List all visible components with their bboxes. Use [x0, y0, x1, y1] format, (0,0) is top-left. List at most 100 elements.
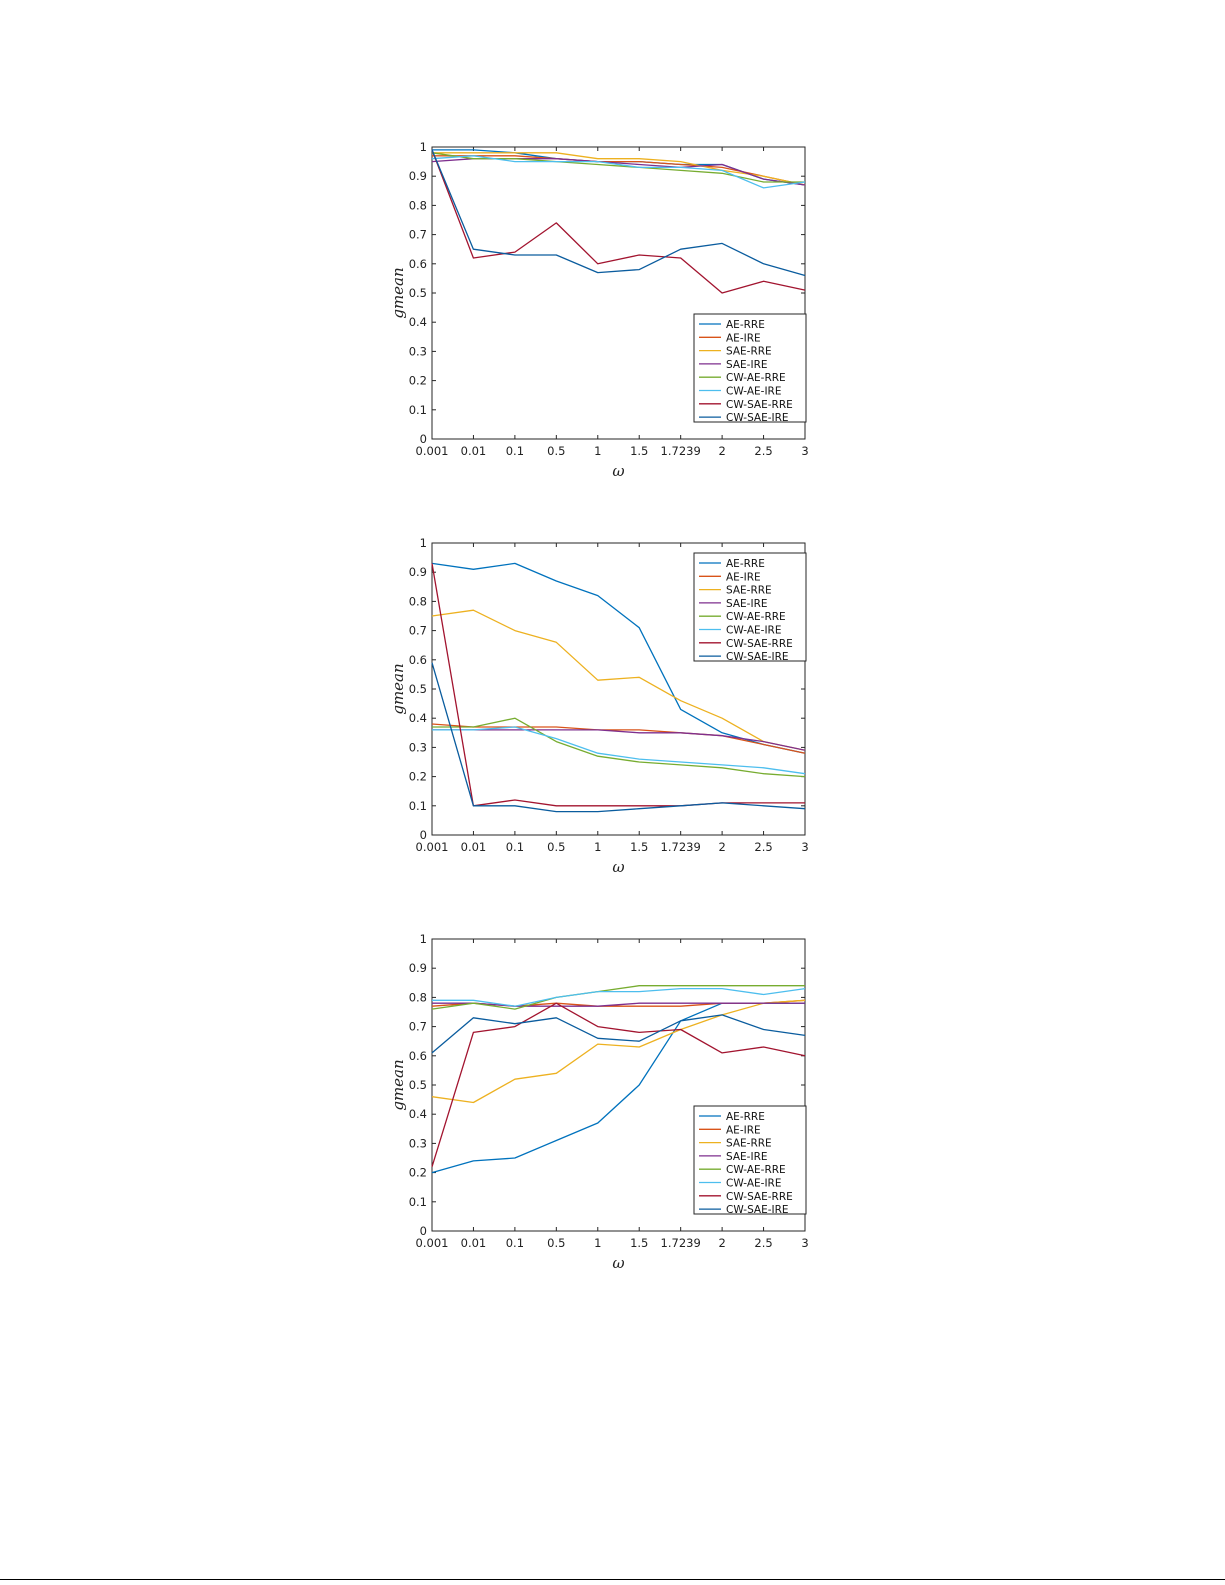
legend-label: SAE-RRE — [726, 585, 772, 597]
y-tick-label: 0.8 — [409, 990, 427, 1004]
y-tick-label: 0.7 — [409, 228, 427, 242]
y-axis-label: gmean — [389, 663, 407, 714]
y-tick-label: 0.2 — [409, 1166, 427, 1180]
legend-label: CW-AE-IRE — [726, 1178, 781, 1190]
page-footer-rule — [0, 1579, 1225, 1580]
x-tick-label: 3 — [801, 1236, 808, 1250]
series-line-cw-sae-rre — [431, 1002, 806, 1167]
x-tick-label: 0.01 — [461, 444, 487, 458]
y-tick-label: 0 — [420, 432, 427, 446]
y-tick-label: 0.5 — [409, 682, 427, 696]
legend-label: CW-SAE-IRE — [726, 651, 789, 663]
y-tick-label: 0.3 — [409, 740, 427, 754]
x-tick-label: 0.01 — [461, 840, 487, 854]
x-tick-label: 0.001 — [416, 444, 449, 458]
x-axis-label: ω — [612, 858, 624, 876]
series-line-cw-sae-rre — [431, 149, 806, 294]
legend-label: CW-SAE-RRE — [726, 638, 793, 650]
series-line-cw-sae-rre — [431, 563, 805, 807]
chart-1: 0 0.1 0.2 0.3 0.4 0.5 0.6 0.7 0.8 0.9 1 0.001 0.01 0.… — [389, 140, 809, 480]
y-tick-label: 0.2 — [409, 770, 427, 784]
y-tick-label: 0.4 — [409, 1107, 427, 1121]
y-tick-label: 0.7 — [409, 624, 427, 638]
x-axis-label: ω — [612, 1254, 624, 1272]
x-tick-label: 0.1 — [506, 1236, 524, 1250]
x-tick-label: 0.5 — [547, 444, 565, 458]
legend-label: AE-RRE — [726, 319, 765, 331]
y-tick-label: 1 — [420, 932, 427, 946]
y-tick-label: 0.6 — [409, 653, 427, 667]
y-tick-label: 0.1 — [409, 1195, 427, 1209]
y-tick-label: 0.9 — [409, 565, 427, 579]
y-tick-label: 0.5 — [409, 286, 427, 300]
x-tick-label: 2 — [718, 1236, 725, 1250]
y-axis-label: gmean — [389, 267, 407, 318]
y-tick-label: 0.4 — [409, 315, 427, 329]
legend-label: CW-AE-RRE — [726, 372, 786, 384]
chart-2: 0 0.1 0.2 0.3 0.4 0.5 0.6 0.7 0.8 0.9 1 0.001 0.01 0.… — [389, 536, 809, 876]
y-tick-label: 0.6 — [409, 1049, 427, 1063]
x-tick-label: 1.5 — [630, 1236, 648, 1250]
y-tick-label: 1 — [420, 140, 427, 154]
x-tick-label: 0.5 — [547, 840, 565, 854]
y-axis-label: gmean — [389, 1059, 407, 1110]
legend-label: CW-SAE-IRE — [726, 1204, 789, 1216]
legend-label: SAE-IRE — [726, 1151, 768, 1163]
series-line-sae-ire — [432, 729, 806, 751]
series-line-sae-rre — [431, 609, 806, 751]
chart-3: 0 0.1 0.2 0.3 0.4 0.5 0.6 0.7 0.8 0.9 1 0.001 0.01 0.… — [389, 932, 809, 1272]
x-tick-label: 0.01 — [461, 1236, 487, 1250]
series-line-cw-ae-rre — [432, 717, 806, 778]
series-line-cw-sae-ire — [431, 1014, 806, 1054]
y-tick-label: 0.4 — [409, 711, 427, 725]
x-tick-label: 1 — [594, 840, 601, 854]
legend-label: AE-IRE — [726, 332, 761, 344]
series-line-ae-ire — [431, 723, 806, 754]
series-line-sae-rre — [431, 999, 806, 1104]
x-tick-label: 1 — [594, 1236, 601, 1250]
legend-label: SAE-RRE — [726, 1138, 772, 1150]
legend-label: AE-IRE — [726, 571, 761, 583]
series-line-cw-ae-ire — [432, 726, 806, 775]
legend-label: AE-RRE — [726, 558, 765, 570]
y-tick-label: 0.5 — [409, 1078, 427, 1092]
x-tick-label: 3 — [801, 840, 808, 854]
series-line-cw-ae-ire — [431, 155, 806, 189]
x-tick-label: 1.7239 — [661, 444, 701, 458]
x-axis-label: ω — [612, 462, 624, 480]
legend-label: CW-AE-IRE — [726, 386, 781, 398]
legend-label: CW-SAE-RRE — [726, 399, 793, 411]
x-tick-label: 0.1 — [506, 444, 524, 458]
y-tick-label: 0.3 — [409, 344, 427, 358]
legend-label: SAE-RRE — [726, 346, 772, 358]
y-tick-label: 0.1 — [409, 799, 427, 813]
legend-label: CW-AE-RRE — [726, 1164, 786, 1176]
series-line-sae-ire — [432, 1002, 805, 1007]
x-tick-label: 2.5 — [754, 1236, 772, 1250]
legend-label: CW-AE-IRE — [726, 625, 781, 637]
y-tick-label: 0.8 — [409, 594, 427, 608]
x-tick-label: 1.7239 — [661, 840, 701, 854]
x-tick-label: 1.5 — [630, 840, 648, 854]
x-tick-label: 2 — [718, 444, 725, 458]
y-tick-label: 0.9 — [409, 169, 427, 183]
legend-label: SAE-IRE — [726, 598, 768, 610]
y-tick-label: 0.3 — [409, 1136, 427, 1150]
y-tick-label: 0.7 — [409, 1020, 427, 1034]
y-tick-label: 0.1 — [409, 403, 427, 417]
legend-label: CW-SAE-RRE — [726, 1191, 793, 1203]
x-tick-label: 2 — [718, 840, 725, 854]
legend-label: SAE-IRE — [726, 359, 768, 371]
series-line-sae-rre — [432, 152, 806, 186]
series-line-cw-ae-ire — [432, 987, 806, 1007]
x-tick-label: 2.5 — [754, 840, 772, 854]
x-tick-label: 0.5 — [547, 1236, 565, 1250]
x-tick-label: 0.1 — [506, 840, 524, 854]
y-tick-label: 0.8 — [409, 198, 427, 212]
x-tick-label: 0.001 — [416, 840, 449, 854]
legend-label: CW-SAE-IRE — [726, 412, 789, 424]
legend-label: CW-AE-RRE — [726, 611, 786, 623]
x-tick-label: 1.5 — [630, 444, 648, 458]
